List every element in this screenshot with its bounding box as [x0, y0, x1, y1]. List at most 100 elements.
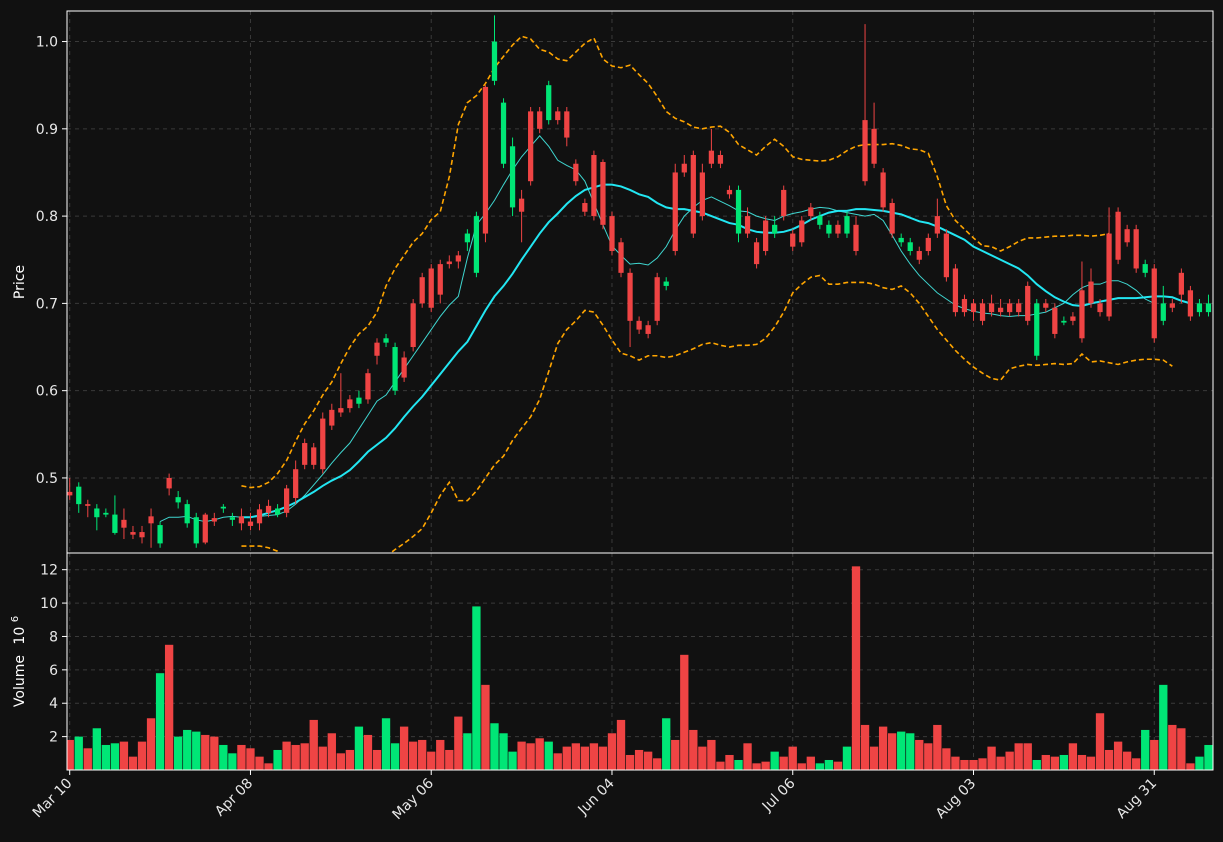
volume-bar	[960, 759, 969, 770]
candle-down	[139, 525, 145, 544]
candle-body	[383, 338, 389, 343]
candle-up	[220, 504, 226, 513]
candle-up	[546, 80, 552, 125]
volume-bar	[110, 743, 120, 770]
candle-body	[618, 242, 624, 273]
volume-bar	[933, 724, 942, 770]
volume-bar	[210, 736, 219, 770]
candle-body	[546, 85, 552, 121]
candle-down	[283, 484, 290, 518]
candle-body	[464, 233, 470, 243]
volume-bar	[164, 644, 174, 770]
candle-body	[482, 86, 489, 234]
candle-body	[392, 347, 398, 391]
candles	[67, 15, 1212, 548]
candle-body	[988, 303, 995, 313]
volume-bar	[544, 741, 553, 770]
candle-body	[274, 508, 281, 515]
candle-body	[907, 242, 913, 252]
volume-bar	[580, 746, 590, 770]
candle-body	[627, 272, 633, 321]
candle-body	[265, 505, 272, 513]
volume-bar	[842, 746, 852, 770]
candle-down	[437, 259, 443, 304]
volume-bars	[67, 566, 1213, 770]
volume-tick-label: 12	[40, 563, 58, 579]
volume-bar	[427, 751, 436, 770]
volume-bar	[671, 739, 680, 770]
volume-bar	[1014, 743, 1023, 770]
candle-body	[772, 224, 778, 234]
volume-panel: 2 4 6 8 10 12 Volume 10 6	[10, 552, 1214, 771]
volume-bar	[1122, 751, 1132, 770]
candle-body	[1061, 320, 1067, 323]
candle-down	[1169, 299, 1175, 313]
volume-bar	[101, 744, 111, 770]
candle-body	[112, 514, 118, 533]
volume-bar	[1186, 763, 1195, 770]
volume-bar	[137, 741, 147, 770]
candle-up	[157, 521, 163, 548]
candle-down	[148, 508, 154, 548]
candle-down	[247, 512, 254, 531]
candle-body	[401, 357, 407, 378]
volume-bar	[219, 744, 228, 770]
volume-bar	[83, 748, 92, 770]
candle-down	[311, 443, 317, 470]
volume-bar	[987, 746, 996, 770]
candle-body	[473, 216, 480, 273]
volume-bar	[662, 718, 671, 770]
volume-bar	[318, 746, 327, 770]
candle-body	[726, 189, 733, 195]
candle-body	[717, 155, 724, 164]
candle-down	[925, 233, 931, 256]
volume-bar	[833, 761, 843, 770]
candle-up	[464, 229, 470, 252]
volume-bar	[327, 733, 336, 770]
volume-bar	[878, 726, 888, 770]
volume-bar	[1132, 758, 1141, 770]
candle-down	[916, 246, 922, 265]
volume-bar	[942, 748, 951, 770]
volume-bar	[390, 743, 400, 770]
volume-bar	[869, 746, 879, 770]
volume-bar	[743, 743, 752, 770]
moving-averages	[159, 135, 1191, 523]
candle-body	[799, 220, 805, 243]
volume-axis-label: Volume 10 6	[10, 616, 28, 707]
candle-body	[979, 303, 986, 321]
candle-up	[898, 233, 904, 247]
candle-body	[862, 120, 868, 182]
volume-bar	[282, 741, 291, 770]
volume-bar	[788, 746, 797, 770]
candle-down	[401, 351, 407, 382]
volume-bar	[851, 566, 861, 770]
candle-down	[374, 338, 380, 365]
volume-bar	[192, 731, 201, 770]
volume-bar	[815, 763, 825, 770]
candle-down	[347, 395, 353, 413]
candle-down	[1133, 224, 1139, 273]
candle-body	[356, 397, 362, 404]
candle-up	[907, 237, 913, 256]
volume-bar	[1005, 751, 1014, 770]
volume-bar	[273, 749, 282, 770]
volume-tick-label: 4	[49, 696, 58, 712]
volume-bar	[752, 763, 761, 770]
candle-down	[952, 264, 959, 317]
candle-body	[166, 477, 172, 489]
candle-body	[1115, 211, 1121, 260]
candle-down	[537, 107, 543, 134]
volume-bar	[779, 756, 788, 770]
volume-bar	[915, 739, 924, 770]
volume-bar	[607, 733, 617, 770]
candle-body	[202, 514, 208, 543]
candle-down	[799, 216, 805, 247]
bollinger-bands	[241, 35, 1173, 553]
volume-bar	[1086, 756, 1096, 770]
candle-body	[708, 150, 715, 164]
volume-bar	[246, 748, 255, 770]
candle-body	[672, 172, 678, 252]
volume-bar	[951, 756, 960, 770]
candle-body	[302, 443, 308, 465]
